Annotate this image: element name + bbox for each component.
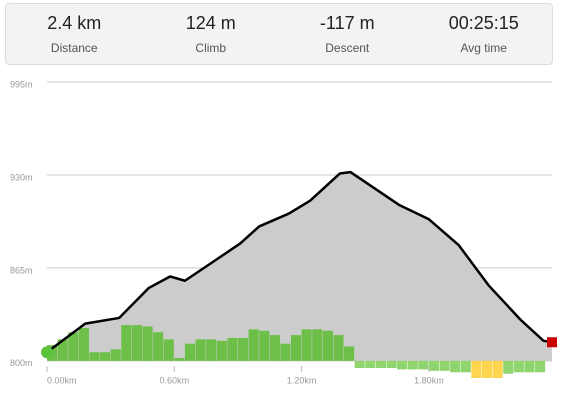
- stat-label: Avg time: [460, 41, 507, 55]
- grade-bar: [333, 335, 344, 361]
- grade-bar: [237, 337, 249, 361]
- x-tick-label: 0.60km: [160, 375, 190, 385]
- x-tick-label: 0.00km: [47, 375, 77, 385]
- grade-bar: [386, 360, 397, 368]
- grade-bar: [121, 325, 132, 361]
- grade-bar: [174, 357, 185, 361]
- x-tick-label: 1.20km: [287, 375, 317, 385]
- grade-bar: [492, 360, 503, 378]
- elevation-line: [46, 170, 553, 354]
- stat-label: Descent: [325, 41, 370, 55]
- grade-bar: [428, 360, 440, 371]
- grade-bar: [227, 337, 238, 361]
- grade-bar: [524, 360, 535, 373]
- y-tick-label: 865m: [10, 265, 33, 275]
- grade-bar: [535, 360, 546, 373]
- grade-bar: [301, 329, 312, 361]
- grade-bar: [259, 330, 270, 361]
- grade-bar: [407, 360, 418, 370]
- grade-bar: [57, 339, 68, 361]
- grade-bar: [110, 349, 121, 361]
- grade-bar: [471, 360, 482, 378]
- stat: 00:25:15 Avg time: [416, 4, 553, 64]
- grade-bar: [142, 326, 153, 361]
- y-tick-label: 930m: [10, 172, 33, 182]
- stat-value: 00:25:15: [448, 13, 519, 33]
- stat-label: Distance: [50, 41, 98, 55]
- grade-bar: [397, 360, 408, 370]
- grade-bar: [163, 339, 174, 361]
- grade-bar: [439, 360, 450, 371]
- grade-bar: [481, 360, 493, 378]
- grade-bar: [216, 340, 227, 361]
- grade-bar: [291, 335, 302, 361]
- grade-bar: [365, 360, 376, 368]
- grade-bar: [354, 360, 365, 368]
- end-marker: [547, 337, 557, 348]
- grade-bar: [153, 332, 164, 361]
- grade-bar: [195, 339, 206, 361]
- grade-bar: [344, 346, 355, 361]
- stat: 124 m Climb: [143, 4, 280, 64]
- grade-bar: [418, 360, 429, 370]
- grade-bar: [248, 329, 259, 361]
- grade-bar: [312, 329, 323, 361]
- stat-value: 124 m: [185, 13, 236, 33]
- grade-bar: [89, 352, 100, 361]
- grade-bar: [78, 327, 89, 361]
- grade-bar: [375, 360, 386, 368]
- grade-bar: [269, 335, 280, 361]
- grade-bar: [100, 352, 111, 361]
- stat: -117 m Descent: [279, 4, 416, 64]
- start-marker: [41, 346, 53, 359]
- grade-bar: [280, 343, 291, 361]
- grade-bar: [450, 360, 461, 373]
- stat: 2.4 km Distance: [6, 4, 143, 64]
- grade-bar: [206, 339, 217, 361]
- grade-bar: [184, 343, 196, 361]
- grade-bar: [322, 330, 333, 361]
- grade-bar: [460, 360, 471, 373]
- grade-bar: [68, 332, 79, 361]
- grade-bar: [131, 325, 142, 361]
- stat-value: 2.4 km: [47, 13, 102, 33]
- y-tick-label: 800m: [10, 358, 33, 368]
- y-tick-label: 995m: [10, 79, 33, 89]
- grade-bar: [513, 360, 524, 373]
- elevation-area: [47, 172, 552, 361]
- x-tick-label: 1.80km: [414, 375, 444, 385]
- grade-bar: [503, 360, 514, 374]
- stats-bar: 2.4 km Distance 124 m Climb -117 m Descent 00:…: [5, 3, 553, 65]
- stat-label: Climb: [195, 41, 227, 55]
- stat-value: -117 m: [319, 13, 375, 33]
